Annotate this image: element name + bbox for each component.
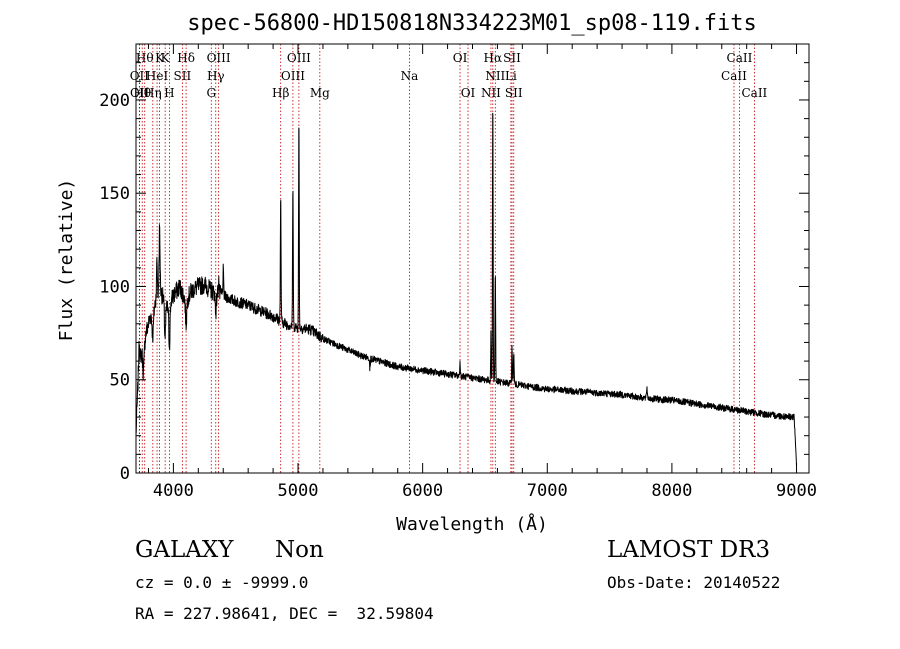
object-class: GALAXY: [135, 537, 234, 563]
line-marker-label-21: NII: [481, 86, 501, 100]
line-marker-label-23: NII: [485, 69, 505, 83]
line-marker-label-25: SII: [503, 51, 521, 65]
x-tick-label-8000: 8000: [651, 481, 692, 501]
line-marker-label-13: OIII: [207, 51, 231, 65]
y-tick-label-0: 0: [120, 464, 130, 484]
line-marker-label-18: Na: [401, 69, 419, 83]
line-marker-label-16: OIII: [287, 51, 311, 65]
line-marker-label-26: SII: [505, 86, 523, 100]
y-tick-label-50: 50: [110, 371, 130, 391]
y-axis-ticks: 0 50 100 150 200: [99, 43, 809, 484]
x-axis-ticks: 4000 5000 6000 7000 8000 9000: [147, 44, 817, 501]
line-marker-label-11: G: [206, 86, 216, 100]
x-tick-label-6000: 6000: [402, 481, 443, 501]
line-marker-label-6: K: [155, 51, 165, 65]
survey-name: LAMOST DR3: [607, 537, 771, 563]
line-marker-label-10: Hδ: [177, 51, 195, 65]
line-marker-label-27: CaII: [721, 69, 747, 83]
spectrum-line: [135, 112, 797, 466]
line-marker-label-9: SII: [174, 69, 192, 83]
line-marker-label-1: OII: [130, 86, 150, 100]
line-marker-label-19: OI: [453, 51, 468, 65]
x-axis-label: Wavelength (Å): [396, 513, 548, 535]
redshift-text: cz = 0.0 ± -9999.0: [135, 573, 309, 592]
line-marker-label-29: CaII: [741, 86, 767, 100]
y-axis-label: Flux (relative): [56, 179, 77, 342]
x-tick-label-9000: 9000: [776, 481, 817, 501]
line-marker-label-22: Hα: [484, 51, 503, 65]
line-marker-label-5: HeI: [146, 69, 169, 83]
line-marker-labels: OIIOIIHθHθHηHeIKKHSIIHδGHγOIIIHβOIIIOIII…: [130, 51, 768, 100]
line-marker-label-20: OI: [461, 86, 476, 100]
line-marker-label-2: Hθ: [133, 86, 151, 100]
x-tick-label-7000: 7000: [527, 481, 568, 501]
chart-title: spec-56800-HD150818N334223M01_sp08-119.f…: [187, 11, 757, 36]
plot-frame: [135, 43, 810, 474]
x-tick-label-4000: 4000: [153, 481, 194, 501]
coordinates-text: RA = 227.98641, DEC = 32.59804: [135, 604, 434, 623]
line-markers: [138, 44, 755, 473]
line-marker-label-4: Hη: [144, 86, 162, 100]
y-tick-label-200: 200: [99, 91, 130, 111]
line-marker-label-3: Hθ: [136, 51, 154, 65]
line-marker-label-7: K: [161, 51, 171, 65]
x-tick-label-5000: 5000: [278, 481, 319, 501]
line-marker-label-14: Hβ: [272, 86, 289, 100]
obs-date-text: Obs-Date: 20140522: [607, 573, 781, 592]
line-marker-label-17: Mg: [310, 86, 330, 100]
line-marker-label-15: OIII: [281, 69, 305, 83]
object-subclass: Non: [275, 537, 324, 563]
line-marker-label-0: OII: [130, 69, 150, 83]
y-tick-label-100: 100: [99, 277, 130, 297]
line-marker-label-8: H: [164, 86, 174, 100]
line-marker-label-12: Hγ: [207, 69, 225, 83]
line-marker-label-28: CaII: [727, 51, 753, 65]
y-tick-label-150: 150: [99, 184, 130, 204]
line-marker-label-24: Li: [505, 69, 517, 83]
